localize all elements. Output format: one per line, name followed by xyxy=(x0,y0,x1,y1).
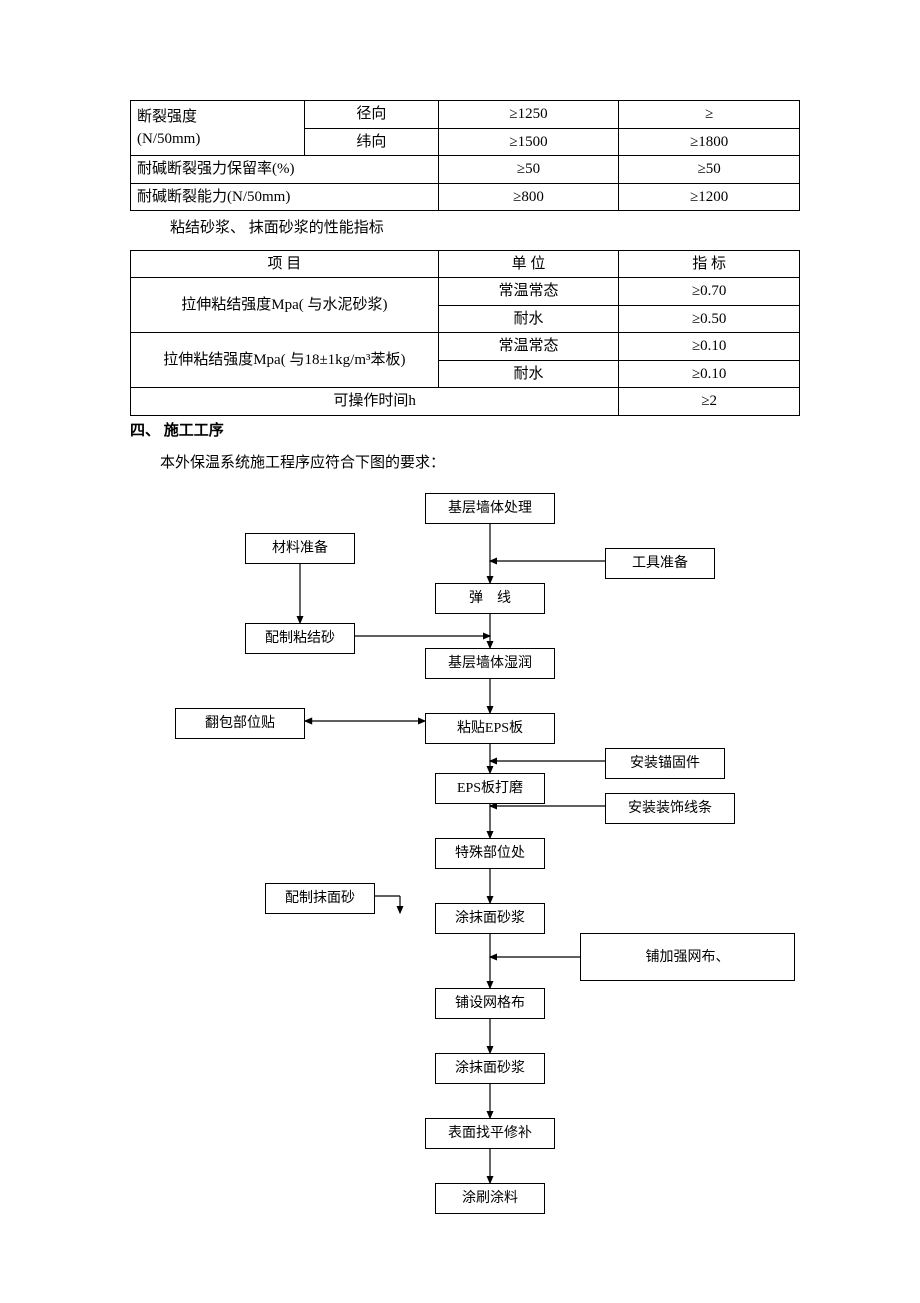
t2-r3c3: ≥0.10 xyxy=(619,333,800,361)
flow-box-b1: 基层墙体处理 xyxy=(425,493,555,524)
t2-r1c2: 常温常态 xyxy=(438,278,619,306)
t1-r4c3: ≥800 xyxy=(438,183,619,211)
flow-box-b13: 配制抹面砂 xyxy=(265,883,375,914)
t1-r3c1: 耐碱断裂强力保留率(%) xyxy=(131,156,439,184)
t1-r4c4: ≥1200 xyxy=(619,183,800,211)
table2-caption: 粘结砂浆、 抹面砂浆的性能指标 xyxy=(130,217,800,240)
cell-text: 断裂强度(N/50mm) xyxy=(137,109,200,148)
t2-r4c3: ≥0.10 xyxy=(619,360,800,388)
t1-r4c1: 耐碱断裂能力(N/50mm) xyxy=(131,183,439,211)
flowchart-container: 基层墙体处理材料准备 工具准备弹 线配制粘结砂基层墙体湿润翻包部位贴 粘贴EPS板安… xyxy=(135,493,795,1263)
intro-paragraph: 本外保温系统施工程序应符合下图的要求： xyxy=(130,452,800,475)
t2-h3: 指 标 xyxy=(619,250,800,278)
flow-box-b7: 翻包部位贴 xyxy=(175,708,305,739)
table-mortar-spec: 项 目 单 位 指 标 拉伸粘结强度Mpa( 与水泥砂浆) 常温常态 ≥0.70… xyxy=(130,250,800,416)
t2-r3c2: 常温常态 xyxy=(438,333,619,361)
t1-r3c3: ≥50 xyxy=(438,156,619,184)
flow-box-b11: 安装装饰线条 xyxy=(605,793,735,824)
flow-box-b15: 铺加强网布、 xyxy=(580,933,795,981)
t1-r2c3: ≥1500 xyxy=(438,128,619,156)
t2-r3c1: 拉伸粘结强度Mpa( 与18±1kg/m³苯板) xyxy=(131,333,439,388)
t1-r1c3: ≥1250 xyxy=(438,101,619,129)
flow-box-b8: 粘贴EPS板 xyxy=(425,713,555,744)
t2-r5c3: ≥2 xyxy=(619,388,800,416)
t1-r2c2: 纬向 xyxy=(304,128,438,156)
t1-r1c1: 断裂强度(N/50mm) xyxy=(131,101,305,156)
t2-r4c2: 耐水 xyxy=(438,360,619,388)
flow-box-b17: 涂抹面砂浆 xyxy=(435,1053,545,1084)
flow-box-b12: 特殊部位处 xyxy=(435,838,545,869)
t2-r1c3: ≥0.70 xyxy=(619,278,800,306)
table-break-strength: 断裂强度(N/50mm) 径向 ≥1250 ≥ 纬向 ≥1500 ≥1800 耐… xyxy=(130,100,800,211)
flow-box-b4: 弹 线 xyxy=(435,583,545,614)
t2-r2c2: 耐水 xyxy=(438,305,619,333)
flow-box-b19: 涂刷涂料 xyxy=(435,1183,545,1214)
flow-box-b10: EPS板打磨 xyxy=(435,773,545,804)
flow-box-b6: 基层墙体湿润 xyxy=(425,648,555,679)
t2-h2: 单 位 xyxy=(438,250,619,278)
flow-box-b18: 表面找平修补 xyxy=(425,1118,555,1149)
t1-r2c4: ≥1800 xyxy=(619,128,800,156)
t1-r1c2: 径向 xyxy=(304,101,438,129)
flow-box-b16: 铺设网格布 xyxy=(435,988,545,1019)
t2-r2c3: ≥0.50 xyxy=(619,305,800,333)
t2-r1c1: 拉伸粘结强度Mpa( 与水泥砂浆) xyxy=(131,278,439,333)
t1-r3c4: ≥50 xyxy=(619,156,800,184)
section-title: 四、 施工工序 xyxy=(130,420,800,443)
t1-r1c4: ≥ xyxy=(619,101,800,129)
flow-box-b9: 安装锚固件 xyxy=(605,748,725,779)
t2-h1: 项 目 xyxy=(131,250,439,278)
flow-box-b5: 配制粘结砂 xyxy=(245,623,355,654)
flow-box-b2: 材料准备 xyxy=(245,533,355,564)
flow-box-b3: 工具准备 xyxy=(605,548,715,579)
flow-box-b14: 涂抹面砂浆 xyxy=(435,903,545,934)
t2-r5c1: 可操作时间h xyxy=(131,388,619,416)
